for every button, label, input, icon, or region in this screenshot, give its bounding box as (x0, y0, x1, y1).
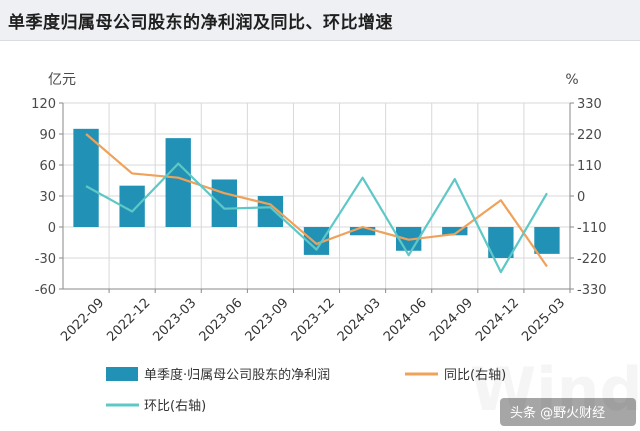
right-tick-label: 110 (577, 159, 602, 174)
bar (442, 227, 468, 236)
bar (534, 227, 560, 254)
legend-label-qoq: 环比(右轴) (144, 399, 206, 414)
left-tick-label: -30 (35, 252, 56, 267)
legend-label-bar: 单季度·归属母公司股东的净利润 (144, 367, 330, 383)
right-tick-label: -110 (577, 221, 607, 236)
legend-swatch-bar (106, 367, 138, 381)
left-tick-label: 60 (39, 159, 56, 174)
x-tick-label: 2023-12 (289, 296, 338, 345)
bar (349, 227, 376, 236)
watermark-text: 头条 @野火财经 (510, 405, 605, 421)
left-tick-label: 90 (39, 128, 56, 143)
left-tick-label: 0 (48, 221, 56, 236)
left-axis-unit: 亿元 (48, 72, 76, 88)
chart-canvas: Wind 120 90 60 30 0 -30 -60 330 220 110 0 -110 -220 -… (31, 72, 640, 426)
x-tick-label: 2023-09 (243, 296, 292, 345)
right-tick-label: 220 (577, 128, 602, 143)
axes: 120 90 60 30 0 -30 -60 330 220 110 0 -110 -220 -330 亿元… (31, 72, 606, 345)
bar (211, 179, 237, 227)
qoq-line (85, 162, 548, 274)
x-tick-label: 2022-12 (104, 296, 153, 345)
line-series (85, 133, 548, 274)
title-bar: 单季度归属母公司股东的净利润及同比、环比增速 (0, 0, 640, 41)
left-tick-label: -60 (35, 283, 56, 298)
legend: 单季度·归属母公司股东的净利润 同比(右轴) 环比(右轴) (106, 367, 506, 414)
right-tick-label: 330 (577, 97, 602, 112)
right-tick-label: 0 (577, 190, 585, 205)
x-tick-label: 2023-06 (197, 296, 246, 345)
x-tick-label: 2023-03 (150, 296, 199, 345)
bar (73, 128, 99, 227)
legend-label-yoy: 同比(右轴) (444, 368, 506, 383)
bar-series (73, 128, 560, 258)
watermark: 头条 @野火财经 (500, 398, 636, 426)
left-tick-label: 120 (31, 97, 56, 112)
x-tick-label: 2024-06 (381, 296, 430, 345)
x-tick-label: 2025-03 (519, 296, 568, 345)
right-axis-unit: % (565, 72, 578, 88)
bar (165, 138, 191, 227)
left-tick-label: 30 (39, 190, 56, 205)
right-tick-label: -220 (577, 252, 607, 267)
yoy-line (85, 133, 548, 268)
wind-background-watermark: Wind (470, 355, 640, 425)
right-tick-label: -330 (577, 283, 607, 298)
x-tick-label: 2024-03 (335, 296, 384, 345)
x-tick-label: 2024-09 (427, 296, 476, 345)
chart-title: 单季度归属母公司股东的净利润及同比、环比增速 (8, 13, 393, 33)
watermark-badge (500, 398, 636, 426)
x-tick-label: 2022-09 (58, 296, 107, 345)
x-tick-label: 2024-12 (473, 296, 522, 345)
